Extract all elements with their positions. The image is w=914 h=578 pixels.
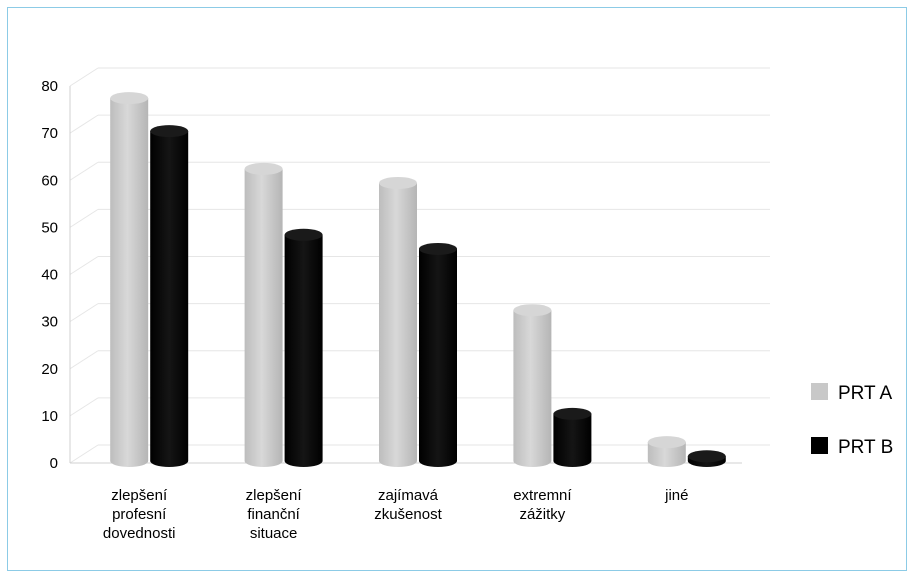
category-labels: zlepšení profesní dovednosti zlepšení finanč…: [103, 487, 689, 542]
legend-label: PRT B: [838, 437, 893, 458]
bar-top: [647, 436, 686, 449]
gridline-depth: [69, 444, 99, 464]
y-tick-labels: 0 10 20 30 40 50 60 70 80: [41, 78, 58, 472]
category-label-line: situace: [250, 525, 298, 542]
category-label-line: zajímavá: [378, 487, 439, 504]
gridline-depth: [69, 256, 99, 275]
bar-top: [379, 176, 417, 189]
bar: [110, 92, 149, 467]
bar: [647, 436, 686, 467]
category-label: extremní zážitky: [513, 487, 572, 523]
category-label-line: zlepšení: [111, 487, 168, 504]
y-tick-label: 0: [50, 455, 58, 472]
bar: [687, 450, 726, 467]
bar-body: [379, 182, 417, 467]
bar-body: [553, 413, 592, 467]
gridline-depth: [69, 161, 99, 181]
bar-body: [110, 98, 149, 467]
legend: PRT A PRT B: [811, 383, 893, 458]
category-label-line: zkušenost: [374, 506, 442, 523]
legend-swatch: [811, 383, 828, 400]
category-label: jiné: [664, 487, 688, 504]
bar-body: [244, 168, 283, 467]
y-tick-label: 80: [41, 78, 58, 95]
gridline-depth: [69, 397, 99, 417]
bar-top: [244, 162, 283, 175]
category-label-line: dovednosti: [103, 525, 176, 542]
bar-body: [284, 234, 323, 467]
gridline-depth: [69, 303, 99, 323]
y-tick-label: 50: [41, 219, 58, 236]
category-label-line: zlepšení: [246, 487, 303, 504]
y-tick-label: 60: [41, 172, 58, 189]
bar: [513, 304, 552, 467]
category-label-line: profesní: [112, 506, 167, 523]
category-label-line: extremní: [513, 487, 572, 504]
bar-top: [150, 125, 189, 138]
y-tick-label: 40: [41, 267, 58, 284]
bar: [150, 125, 189, 467]
category-label-line: zážitky: [519, 506, 565, 523]
bar: [284, 228, 323, 467]
bar-body: [513, 310, 552, 467]
gridline-depth: [69, 67, 99, 87]
y-tick-label: 10: [41, 408, 58, 425]
bar: [379, 176, 417, 467]
legend-label: PRT A: [838, 383, 893, 404]
category-label-line: jiné: [664, 487, 688, 504]
category-label: zajímavá zkušenost: [374, 487, 442, 523]
bar-body: [150, 131, 189, 467]
category-label: zlepšení profesní dovednosti: [103, 487, 176, 542]
bar-top: [687, 450, 726, 463]
bar-body: [419, 248, 457, 467]
y-tick-label: 20: [41, 361, 58, 378]
gridline-depth: [69, 350, 99, 370]
bar-top: [553, 407, 592, 420]
bar: [244, 162, 283, 467]
legend-swatch: [811, 437, 828, 454]
category-label: zlepšení finanční situace: [246, 487, 303, 542]
category-label-line: finanční: [247, 506, 300, 523]
bar-top: [513, 304, 552, 317]
y-tick-label: 30: [41, 314, 58, 331]
gridline-depth: [69, 114, 99, 134]
bar-top: [110, 92, 149, 105]
bar-top: [419, 242, 457, 255]
y-tick-label: 70: [41, 125, 58, 142]
bars: [110, 92, 726, 467]
bar: [419, 242, 457, 467]
gridline-depth: [69, 208, 99, 228]
bar-top: [284, 228, 323, 241]
bar: [553, 407, 592, 467]
bar-body: [647, 442, 686, 467]
